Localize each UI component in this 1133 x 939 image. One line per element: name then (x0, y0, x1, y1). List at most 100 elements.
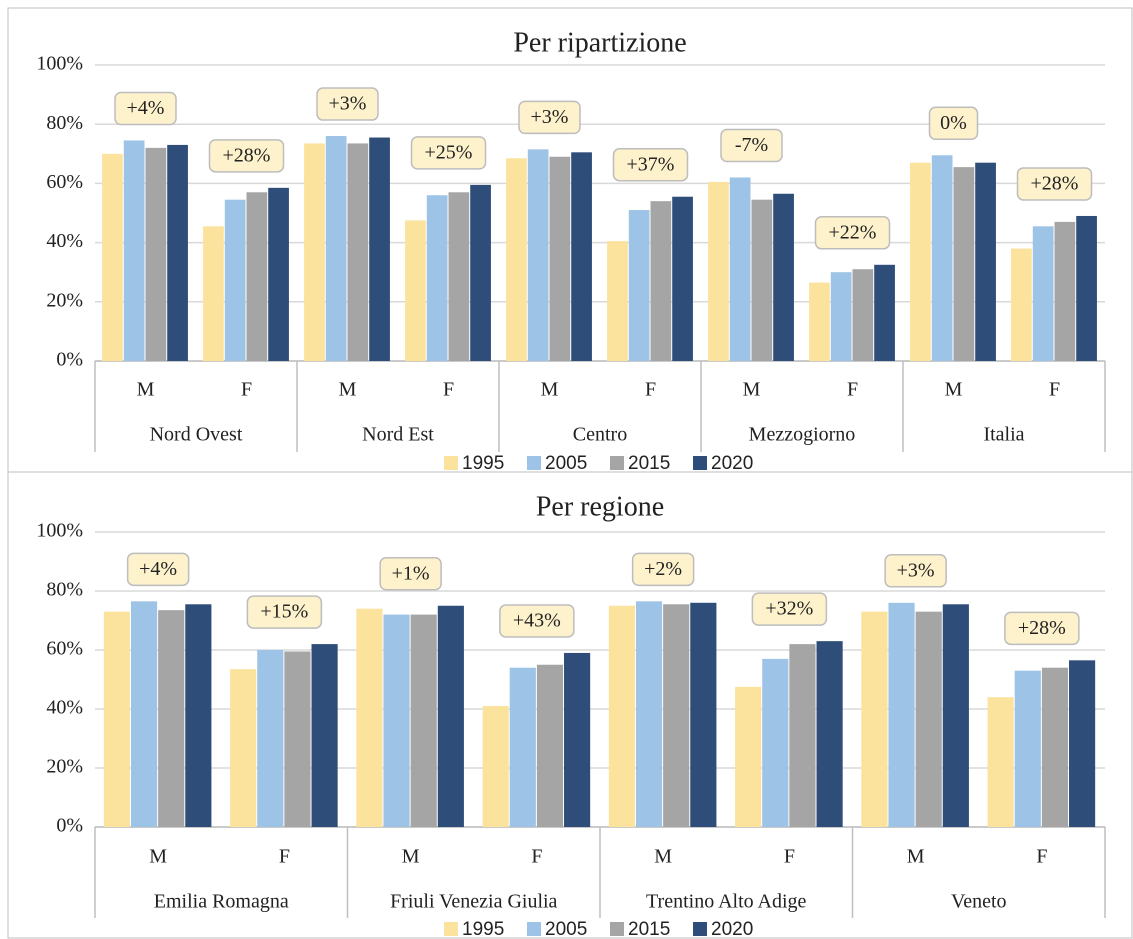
x-tick-label: M (402, 846, 420, 868)
bar (942, 604, 969, 827)
group-label: Nord Est (362, 424, 434, 446)
legend-swatch (693, 922, 707, 936)
bar (635, 601, 663, 827)
bar (735, 686, 762, 827)
bar (650, 201, 672, 361)
x-tick-label: F (443, 379, 454, 401)
x-tick-label: F (241, 379, 252, 401)
x-tick-label: M (137, 379, 155, 401)
bar (145, 147, 167, 361)
bar (708, 181, 729, 361)
bar (405, 220, 426, 361)
bar (663, 604, 690, 827)
bar (325, 136, 347, 361)
y-tick-label: 100% (36, 520, 83, 542)
legend-swatch (527, 922, 541, 936)
bar (874, 264, 895, 361)
group-label: Nord Ovest (150, 424, 243, 446)
annotation: 0% (940, 112, 967, 134)
x-tick-label: F (531, 846, 542, 868)
x-tick-label: F (1049, 379, 1060, 401)
annotation: +4% (139, 558, 177, 580)
bar (527, 149, 549, 361)
bar (509, 667, 536, 827)
annotation-box (814, 216, 891, 250)
annotation-box (316, 87, 379, 121)
bar (185, 604, 212, 827)
chart-title: Per ripartizione (513, 27, 686, 58)
bar (470, 184, 491, 361)
bar (762, 658, 789, 827)
annotation-box (1004, 611, 1080, 646)
bar (915, 611, 942, 827)
group-label: Emilia Romagna (154, 891, 289, 913)
y-tick-label: 0% (56, 349, 83, 371)
bar (383, 614, 410, 827)
annotation: +43% (513, 610, 561, 632)
y-tick-label: 20% (46, 289, 83, 311)
annotation: +3% (531, 106, 569, 128)
bar (931, 155, 953, 361)
legend-swatch (693, 456, 707, 470)
y-tick-label: 80% (46, 112, 83, 134)
y-tick-label: 100% (36, 53, 83, 75)
bar (304, 143, 325, 361)
x-tick-label: M (945, 379, 963, 401)
bar (888, 602, 915, 827)
bar (167, 144, 188, 361)
y-tick-label: 0% (56, 815, 83, 837)
annotation-box (928, 106, 979, 141)
bar (628, 210, 650, 361)
x-tick-label: F (279, 846, 290, 868)
bar (130, 601, 158, 827)
bar (506, 158, 527, 361)
bar (975, 162, 996, 361)
y-tick-label: 60% (46, 171, 83, 193)
bar (230, 669, 257, 827)
annotation: -7% (735, 134, 768, 156)
annotation: +3% (329, 93, 367, 115)
legend-label: 2005 (545, 453, 587, 474)
bar (809, 282, 830, 361)
annotation: +32% (765, 598, 813, 620)
bar (1069, 660, 1096, 827)
annotation-box (1016, 167, 1093, 201)
bar (1041, 667, 1069, 827)
x-tick-label: M (339, 379, 357, 401)
annotation: +4% (127, 97, 165, 119)
bar (608, 605, 635, 827)
x-tick-label: F (1036, 846, 1047, 868)
group-label: Trentino Alto Adige (646, 891, 807, 913)
bar (347, 143, 369, 361)
x-tick-label: F (847, 379, 858, 401)
y-tick-label: 80% (46, 579, 83, 601)
bar (369, 137, 390, 361)
legend-label: 1995 (462, 919, 504, 939)
group-label: Centro (573, 424, 627, 446)
bar (203, 226, 224, 361)
annotation: +28% (223, 144, 271, 166)
y-tick-label: 40% (46, 697, 83, 719)
annotation-box (114, 91, 177, 126)
x-tick-label: F (784, 846, 795, 868)
bar (284, 651, 311, 827)
annotation: +1% (392, 562, 430, 584)
annotation: +25% (425, 141, 473, 163)
bar (311, 644, 338, 827)
x-tick-label: M (907, 846, 925, 868)
annotation-box (208, 139, 285, 173)
annotation-box (612, 147, 689, 182)
legend-label: 1995 (462, 453, 504, 474)
bar (246, 192, 268, 361)
bar (437, 605, 464, 827)
annotation-box (631, 552, 695, 587)
annotation: +28% (1031, 173, 1079, 195)
bar (356, 608, 383, 827)
annotation: +37% (627, 153, 675, 175)
bar (773, 193, 794, 361)
group-label: Mezzogiorno (749, 424, 856, 446)
chart-title: Per regione (536, 491, 664, 522)
legend-swatch (527, 456, 541, 470)
panel-border (7, 471, 1133, 939)
